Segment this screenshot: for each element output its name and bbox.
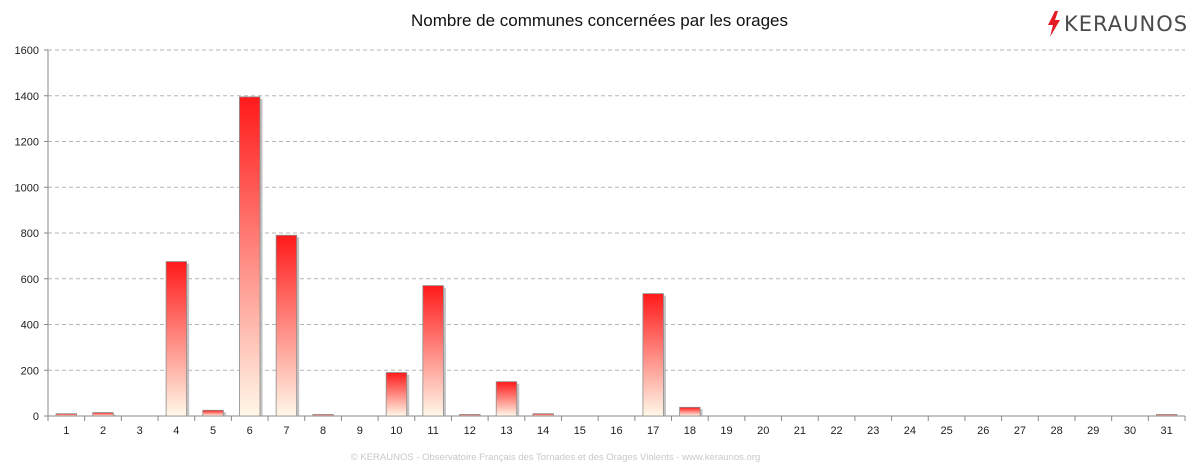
bar — [422, 285, 444, 417]
x-tick-label: 1 — [63, 425, 69, 437]
keraunos-logo: KERAUNOS — [1046, 9, 1188, 39]
y-tick-label: 1000 — [15, 182, 39, 194]
x-tick-label: 19 — [720, 425, 732, 437]
x-tick-label: 31 — [1161, 425, 1173, 437]
y-tick-labels: 0 200 400 600 800 1000 1200 1400 1600 — [15, 45, 39, 423]
x-tick-label: 18 — [684, 425, 696, 437]
x-tick-label: 30 — [1124, 425, 1136, 437]
lightning-bolt-icon — [1048, 11, 1060, 37]
x-tick-label: 3 — [137, 425, 143, 437]
x-tick-label: 10 — [390, 425, 402, 437]
chart-title: Nombre de communes concernées par les or… — [410, 11, 789, 30]
logo-text: KERAUNOS — [1064, 12, 1189, 36]
x-tick-label: 29 — [1087, 425, 1099, 437]
x-tick-label: 21 — [794, 425, 806, 437]
x-tick-label: 20 — [757, 425, 769, 437]
x-tick-label: 24 — [904, 425, 916, 437]
x-tick-label: 8 — [320, 425, 326, 437]
x-tick-label: 14 — [537, 425, 549, 437]
x-tick-labels: 1 2 3 4 5 6 7 8 9 10 11 12 13 14 15 16 17 18 19 20 21 22 23 24 2… — [63, 425, 1173, 437]
bar — [312, 414, 334, 417]
y-tick-label: 1400 — [15, 91, 39, 103]
y-tick-label: 200 — [21, 365, 39, 377]
bar — [92, 412, 114, 417]
gridlines — [48, 49, 1185, 371]
bars — [55, 96, 1178, 417]
x-tick-label: 11 — [427, 425, 438, 437]
x-tick-label: 4 — [173, 425, 179, 437]
x-tick-label: 7 — [283, 425, 289, 437]
x-tick-label: 9 — [357, 425, 363, 437]
bar — [532, 413, 554, 417]
bar — [55, 413, 78, 417]
bar — [459, 414, 481, 417]
x-tick-label: 17 — [647, 425, 659, 437]
x-tick-label: 15 — [574, 425, 586, 437]
bar — [202, 409, 224, 417]
x-tick-label: 16 — [610, 425, 622, 437]
y-tick-label: 800 — [21, 228, 39, 240]
x-tick-label: 28 — [1051, 425, 1063, 437]
x-tick-label: 22 — [830, 425, 842, 437]
x-tick-label: 2 — [100, 425, 106, 437]
y-tick-label: 0 — [33, 411, 39, 423]
copyright-footer: © KERAUNOS - Observatoire Français des T… — [350, 452, 761, 463]
bar — [495, 381, 518, 417]
bar — [679, 406, 701, 417]
x-tick-label: 5 — [210, 425, 216, 437]
y-tick-label: 1600 — [15, 45, 39, 57]
bar — [165, 261, 188, 417]
y-tick-label: 600 — [21, 274, 39, 286]
bar — [642, 293, 664, 417]
x-tick-label: 27 — [1014, 425, 1026, 437]
bar — [1155, 414, 1178, 417]
bar — [239, 96, 261, 417]
bar — [385, 372, 408, 417]
x-tick-label: 23 — [867, 425, 879, 437]
x-tick-label: 6 — [247, 425, 253, 437]
y-tick-label: 1200 — [15, 137, 39, 149]
x-tick-label: 12 — [464, 425, 476, 437]
x-tick-label: 26 — [977, 425, 989, 437]
y-tick-label: 400 — [21, 320, 39, 332]
x-tick-label: 25 — [940, 425, 952, 437]
bar — [275, 234, 298, 417]
x-tick-label: 13 — [500, 425, 512, 437]
axes — [44, 49, 1186, 421]
